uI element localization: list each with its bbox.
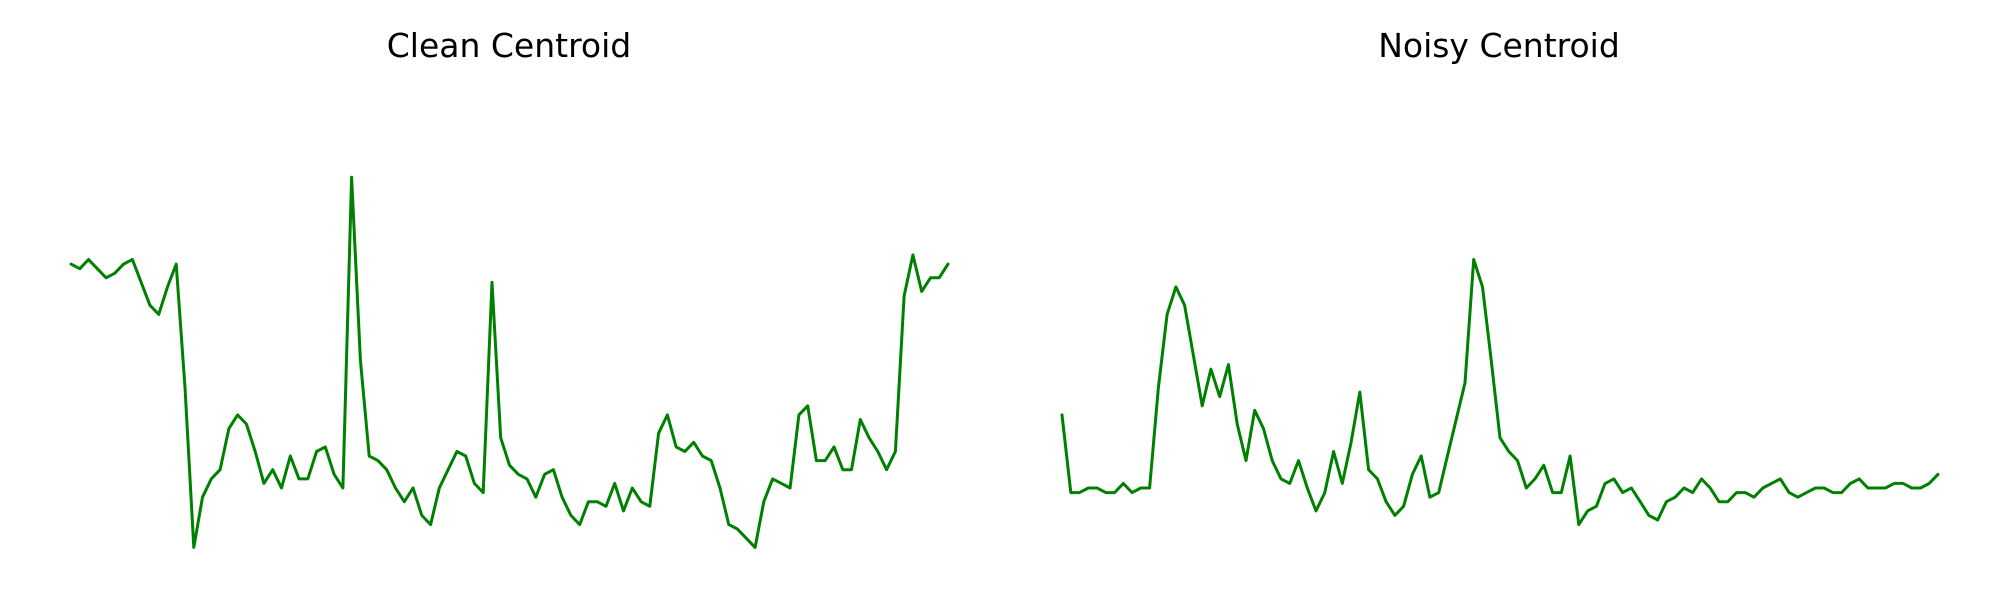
chart-clean-centroid: Clean Centroid — [69, 26, 950, 549]
chart-title-clean-centroid: Clean Centroid — [387, 26, 632, 65]
series-line-noisy-centroid — [1060, 258, 1940, 527]
chart-noisy-centroid: Noisy Centroid — [1060, 26, 1940, 527]
series-line-clean-centroid — [69, 175, 950, 549]
chart-title-noisy-centroid: Noisy Centroid — [1378, 26, 1620, 65]
